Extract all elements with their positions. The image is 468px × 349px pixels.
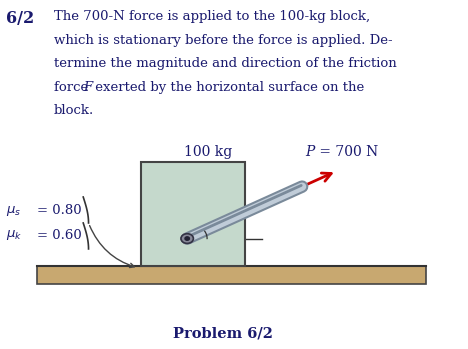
Text: The 700-N force is applied to the 100-kg block,: The 700-N force is applied to the 100-kg… <box>54 10 370 23</box>
Text: 6/2: 6/2 <box>6 10 34 27</box>
Text: $\mu_s$: $\mu_s$ <box>6 204 21 218</box>
Text: = 0.60: = 0.60 <box>37 229 81 242</box>
Circle shape <box>181 234 193 243</box>
Text: P: P <box>306 145 315 159</box>
Text: 30°: 30° <box>212 220 234 233</box>
Bar <box>37 266 426 283</box>
Text: termine the magnitude and direction of the friction: termine the magnitude and direction of t… <box>54 57 396 70</box>
Text: force: force <box>54 81 92 94</box>
Text: = 700 N: = 700 N <box>315 145 379 159</box>
Text: block.: block. <box>54 104 94 117</box>
Bar <box>141 162 245 266</box>
Text: 100 kg: 100 kg <box>184 145 232 159</box>
Text: $\mu_k$: $\mu_k$ <box>6 228 22 242</box>
Text: Problem 6/2: Problem 6/2 <box>173 327 272 341</box>
Circle shape <box>185 237 190 240</box>
Text: F: F <box>84 81 93 94</box>
Text: = 0.80: = 0.80 <box>37 205 81 217</box>
Text: which is stationary before the force is applied. De-: which is stationary before the force is … <box>54 34 392 46</box>
Text: exerted by the horizontal surface on the: exerted by the horizontal surface on the <box>91 81 365 94</box>
